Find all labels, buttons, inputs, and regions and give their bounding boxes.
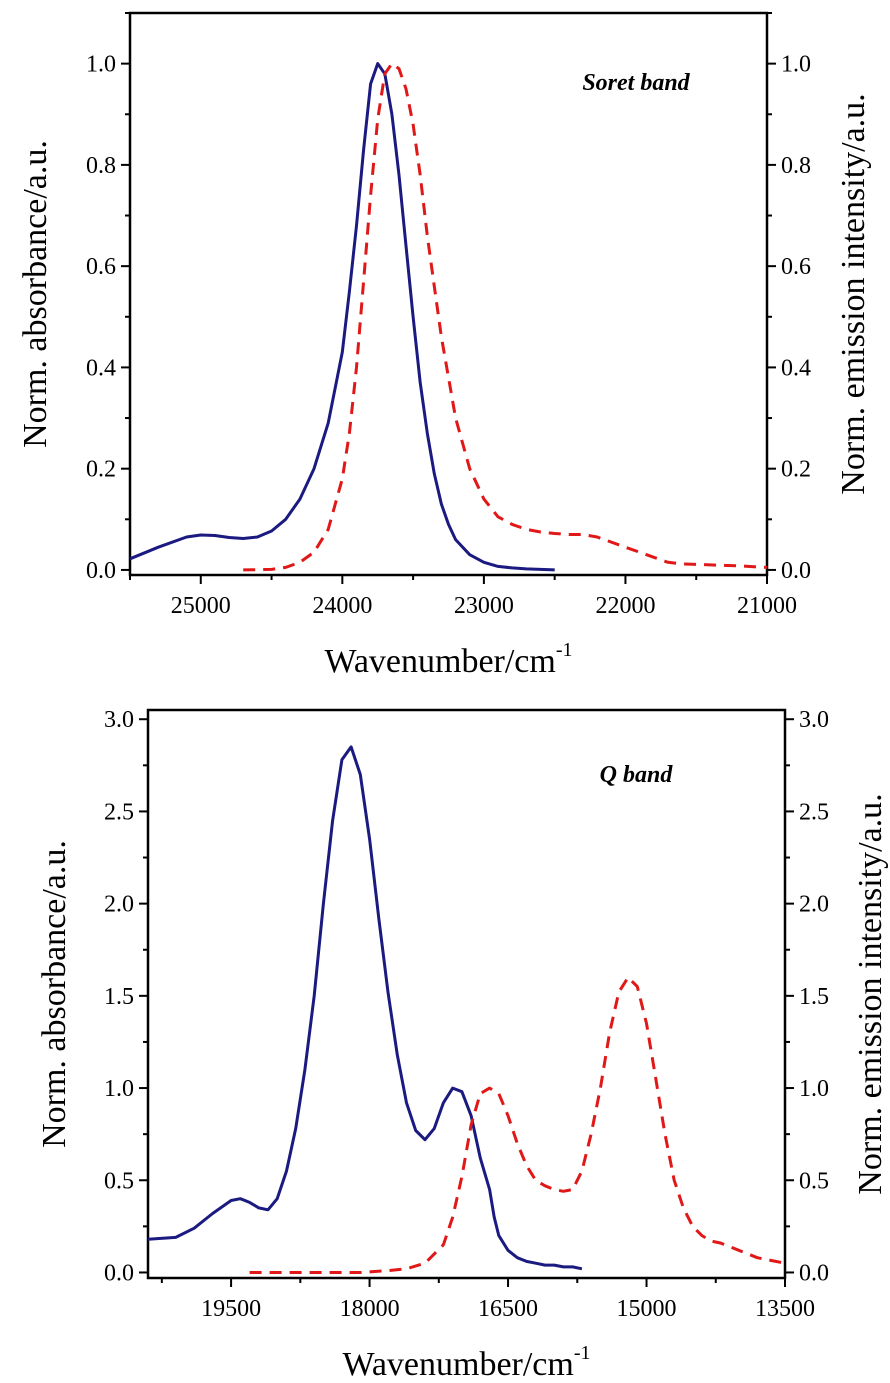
band-annotation: Soret band	[582, 70, 690, 96]
x-tick-label: 25000	[171, 593, 231, 619]
y-right-tick-label: 0.8	[781, 153, 811, 179]
y-left-axis-title: Norm. absorbance/a.u.	[17, 140, 54, 448]
x-tick-label: 21000	[737, 593, 797, 619]
y-right-tick-label: 0.2	[781, 457, 811, 483]
y-left-tick-label: 3.0	[104, 707, 134, 733]
y-right-tick-label: 0.0	[799, 1260, 829, 1286]
y-left-tick-label: 1.0	[104, 1076, 134, 1102]
plot-frame	[128, 11, 769, 577]
x-tick-label: 24000	[312, 593, 372, 619]
emission-line	[243, 62, 768, 572]
y-right-axis-title: Norm. emission intensity/a.u.	[852, 793, 889, 1194]
x-tick-label: 22000	[595, 593, 655, 619]
y-right-tick-label: 1.5	[799, 984, 829, 1010]
y-left-tick-label: 0.6	[86, 254, 116, 280]
x-axis-title: Wavenumber/cm-1	[342, 1342, 590, 1383]
y-right-tick-label: 2.0	[799, 892, 829, 918]
y-right-tick-label: 0.6	[781, 254, 811, 280]
y-right-tick-label: 0.5	[799, 1168, 829, 1194]
y-left-tick-label: 0.2	[86, 457, 116, 483]
band-annotation: Q band	[600, 762, 674, 788]
x-tick-label: 19500	[201, 1296, 261, 1322]
y-left-tick-label: 0.0	[86, 558, 116, 584]
y-left-tick-label: 0.8	[86, 153, 116, 179]
y-left-axis-title: Norm. absorbance/a.u.	[36, 840, 73, 1148]
y-left-tick-label: 1.0	[86, 52, 116, 78]
y-left-tick-label: 0.5	[104, 1168, 134, 1194]
y-left-tick-label: 2.5	[104, 799, 134, 825]
absorbance-line	[129, 62, 555, 572]
y-right-tick-label: 2.5	[799, 799, 829, 825]
absorbance-line	[147, 745, 583, 1271]
y-left-tick-label: 0.0	[104, 1260, 134, 1286]
y-right-axis-title: Norm. emission intensity/a.u.	[835, 93, 872, 494]
chart-panel-2: 19500 18000 16500 15000 13500 0.0 0.0 0.5 0.5 1.0…	[36, 707, 889, 1383]
plot-frame	[146, 708, 787, 1280]
x-tick-label: 16500	[478, 1296, 538, 1322]
x-tick-label: 15000	[617, 1296, 677, 1322]
y-left-tick-label: 1.5	[104, 984, 134, 1010]
chart-panel-1: 25000 24000 23000 22000 21000 0.0 0.0 0.2 0.2 0.4…	[17, 11, 872, 680]
emission-line	[249, 975, 786, 1274]
x-axis-title: Wavenumber/cm-1	[324, 639, 572, 680]
y-right-tick-label: 0.4	[781, 355, 811, 381]
y-right-tick-label: 0.0	[781, 558, 811, 584]
y-right-tick-label: 3.0	[799, 707, 829, 733]
y-left-tick-label: 2.0	[104, 892, 134, 918]
x-tick-label: 23000	[454, 593, 514, 619]
x-tick-label: 18000	[340, 1296, 400, 1322]
x-tick-label: 13500	[755, 1296, 815, 1322]
y-right-tick-label: 1.0	[781, 52, 811, 78]
y-right-tick-label: 1.0	[799, 1076, 829, 1102]
y-left-tick-label: 0.4	[86, 355, 116, 381]
